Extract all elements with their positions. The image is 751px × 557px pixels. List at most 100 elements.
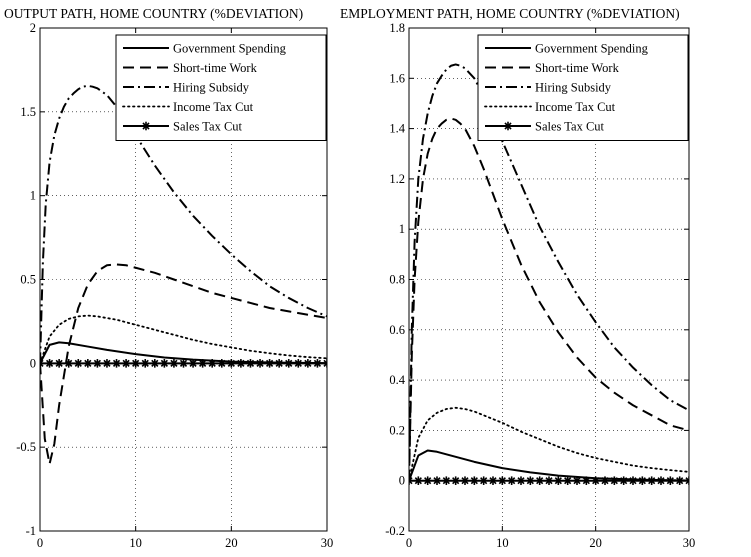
series-marker [112,359,121,368]
series-marker [507,476,516,485]
series-marker [675,476,684,485]
series-line-1 [409,449,689,482]
legend-label: Short-time Work [535,61,620,75]
series-marker [656,476,666,485]
series-marker [488,476,498,485]
series-line-4 [409,406,689,482]
y-tick-label: -1 [26,524,36,538]
series-marker [188,359,198,368]
series-marker [628,476,638,485]
series-marker [409,476,414,485]
series-marker [217,359,227,368]
legend-label: Hiring Subsidy [535,81,612,95]
x-tick-label: 30 [683,536,696,550]
series-marker [638,476,647,485]
series-marker [64,359,73,368]
series-line-3 [409,63,689,481]
series-marker [600,476,610,485]
series-marker [121,359,131,368]
series-line-2 [409,117,689,481]
series-line-3 [40,84,327,364]
chart-title: EMPLOYMENT PATH, HOME COUNTRY (%DEVIATIO… [340,6,680,21]
y-tick-label: 0.4 [389,373,405,387]
series-marker [451,476,460,485]
series-marker [198,359,207,368]
y-tick-label: -0.5 [16,440,36,454]
y-tick-label: 0.8 [389,273,405,287]
legend-label: Hiring Subsidy [173,81,250,95]
y-tick-label: 0.6 [389,323,405,337]
legend: Government Spending Short-time Work Hiring… [477,34,689,141]
series-marker [414,476,423,485]
series-marker [150,359,160,368]
y-tick-label: 1 [399,222,405,236]
series-marker [563,476,572,485]
y-tick-label: 1.2 [389,172,405,186]
series-marker [93,359,102,368]
x-tick-label: 10 [496,536,509,550]
series-marker [255,359,265,368]
legend-label: Government Spending [173,42,287,56]
series-marker [54,359,64,368]
legend-label: Short-time Work [173,61,258,75]
series-marker [40,359,45,368]
series-marker [470,476,479,485]
legend-label: Income Tax Cut [535,100,616,114]
series-marker [160,359,169,368]
series-marker [284,359,294,368]
series-marker [591,476,600,485]
series-marker [582,476,591,485]
series-marker [246,359,255,368]
series-marker [684,476,689,485]
y-tick-label: 1 [30,189,36,203]
y-tick-label: 1.4 [389,122,405,136]
legend-label: Sales Tax Cut [535,120,605,134]
series-marker [45,359,54,368]
series-marker [666,476,675,485]
series-marker [610,476,619,485]
chart-title: OUTPUT PATH, HOME COUNTRY (%DEVIATION) [4,6,303,21]
series-marker [322,359,327,368]
series-line-2 [40,263,327,465]
series-marker [131,359,140,368]
series-marker [73,359,83,368]
series-marker [169,359,179,368]
series-marker [140,359,150,368]
series-marker [619,476,628,485]
series-marker [554,476,563,485]
y-tick-label: 0 [30,356,36,370]
legend-marker [503,121,513,131]
series-marker [647,476,656,485]
series-marker [227,359,236,368]
series-group [409,63,689,485]
x-tick-label: 0 [37,536,43,550]
series-marker [236,359,246,368]
x-tick-label: 20 [589,536,602,550]
series-marker [313,359,322,368]
legend-label: Income Tax Cut [173,100,254,114]
series-marker [479,476,488,485]
series-marker [294,359,303,368]
legend: Government Spending Short-time Work Hiring… [115,34,327,141]
series-marker [442,476,451,485]
series-marker [572,476,582,485]
x-tick-label: 10 [129,536,142,550]
series-line-4 [40,314,327,365]
series-marker [179,359,188,368]
series-marker [516,476,526,485]
series-marker [498,476,507,485]
chart-panel-2: EMPLOYMENT PATH, HOME COUNTRY (%DEVIATIO… [340,6,695,550]
series-marker [102,359,112,368]
series-marker [265,359,274,368]
series-marker [83,359,93,368]
series-group [40,84,327,465]
y-tick-label: -0.2 [385,524,405,538]
series-marker [423,476,432,485]
series-marker [432,476,442,485]
y-tick-label: 0.2 [389,423,405,437]
series-marker [207,359,217,368]
x-tick-label: 30 [321,536,334,550]
x-tick-label: 0 [406,536,412,550]
legend-marker [141,121,151,131]
